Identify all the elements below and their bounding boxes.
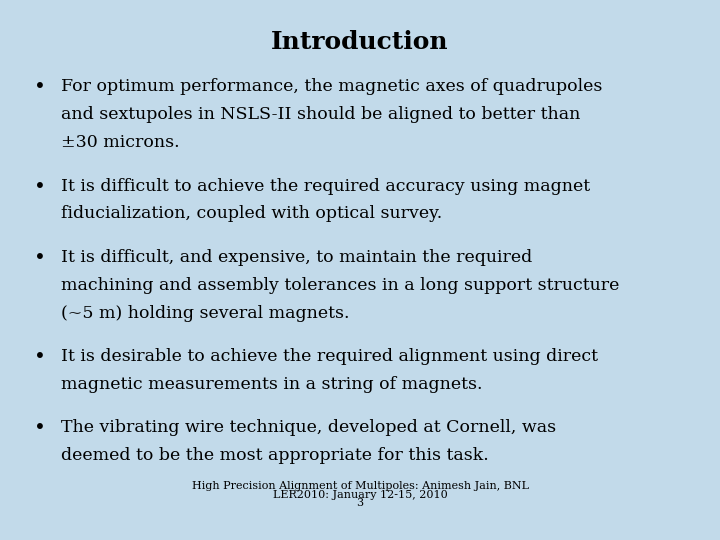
Text: It is desirable to achieve the required alignment using direct: It is desirable to achieve the required … bbox=[61, 348, 598, 365]
Text: and sextupoles in NSLS-II should be aligned to better than: and sextupoles in NSLS-II should be alig… bbox=[61, 106, 580, 123]
Text: magnetic measurements in a string of magnets.: magnetic measurements in a string of mag… bbox=[61, 376, 482, 393]
Text: LER2010: January 12-15, 2010: LER2010: January 12-15, 2010 bbox=[273, 489, 447, 500]
Text: deemed to be the most appropriate for this task.: deemed to be the most appropriate for th… bbox=[61, 447, 489, 464]
Text: It is difficult to achieve the required accuracy using magnet: It is difficult to achieve the required … bbox=[61, 178, 590, 194]
Text: •: • bbox=[34, 419, 45, 438]
Text: High Precision Alignment of Multipoles: Animesh Jain, BNL: High Precision Alignment of Multipoles: … bbox=[192, 481, 528, 491]
Text: (~5 m) holding several magnets.: (~5 m) holding several magnets. bbox=[61, 305, 350, 322]
Text: •: • bbox=[34, 249, 45, 268]
Text: fiducialization, coupled with optical survey.: fiducialization, coupled with optical su… bbox=[61, 206, 443, 222]
Text: It is difficult, and expensive, to maintain the required: It is difficult, and expensive, to maint… bbox=[61, 249, 533, 266]
Text: •: • bbox=[34, 178, 45, 197]
Text: The vibrating wire technique, developed at Cornell, was: The vibrating wire technique, developed … bbox=[61, 419, 557, 436]
Text: Introduction: Introduction bbox=[271, 30, 449, 53]
Text: For optimum performance, the magnetic axes of quadrupoles: For optimum performance, the magnetic ax… bbox=[61, 78, 603, 95]
Text: ±30 microns.: ±30 microns. bbox=[61, 134, 180, 151]
Text: 3: 3 bbox=[356, 497, 364, 508]
Text: •: • bbox=[34, 78, 45, 97]
Text: machining and assembly tolerances in a long support structure: machining and assembly tolerances in a l… bbox=[61, 277, 620, 294]
Text: •: • bbox=[34, 348, 45, 367]
